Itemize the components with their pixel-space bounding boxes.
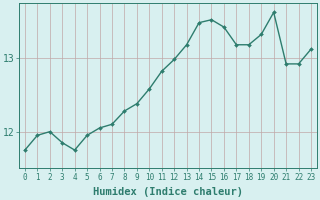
- X-axis label: Humidex (Indice chaleur): Humidex (Indice chaleur): [93, 187, 243, 197]
